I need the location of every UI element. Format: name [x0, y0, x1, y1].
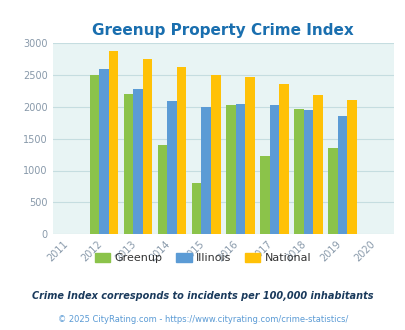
- Bar: [211, 75, 220, 234]
- Bar: [245, 77, 254, 234]
- Bar: [347, 100, 356, 234]
- Bar: [177, 67, 186, 234]
- Bar: [99, 69, 109, 234]
- Bar: [260, 156, 269, 234]
- Legend: Greenup, Illinois, National: Greenup, Illinois, National: [90, 248, 315, 267]
- Bar: [201, 107, 211, 234]
- Bar: [313, 95, 322, 234]
- Bar: [143, 59, 152, 234]
- Bar: [303, 110, 313, 234]
- Bar: [109, 51, 118, 234]
- Bar: [235, 104, 245, 234]
- Title: Greenup Property Crime Index: Greenup Property Crime Index: [92, 22, 353, 38]
- Text: © 2025 CityRating.com - https://www.cityrating.com/crime-statistics/: © 2025 CityRating.com - https://www.city…: [58, 315, 347, 324]
- Bar: [124, 94, 133, 234]
- Text: Crime Index corresponds to incidents per 100,000 inhabitants: Crime Index corresponds to incidents per…: [32, 291, 373, 301]
- Bar: [133, 89, 143, 234]
- Bar: [192, 183, 201, 234]
- Bar: [294, 109, 303, 234]
- Bar: [269, 105, 279, 234]
- Bar: [279, 84, 288, 234]
- Bar: [158, 145, 167, 234]
- Bar: [328, 148, 337, 234]
- Bar: [337, 116, 347, 234]
- Bar: [90, 75, 99, 234]
- Bar: [167, 101, 177, 234]
- Bar: [226, 105, 235, 234]
